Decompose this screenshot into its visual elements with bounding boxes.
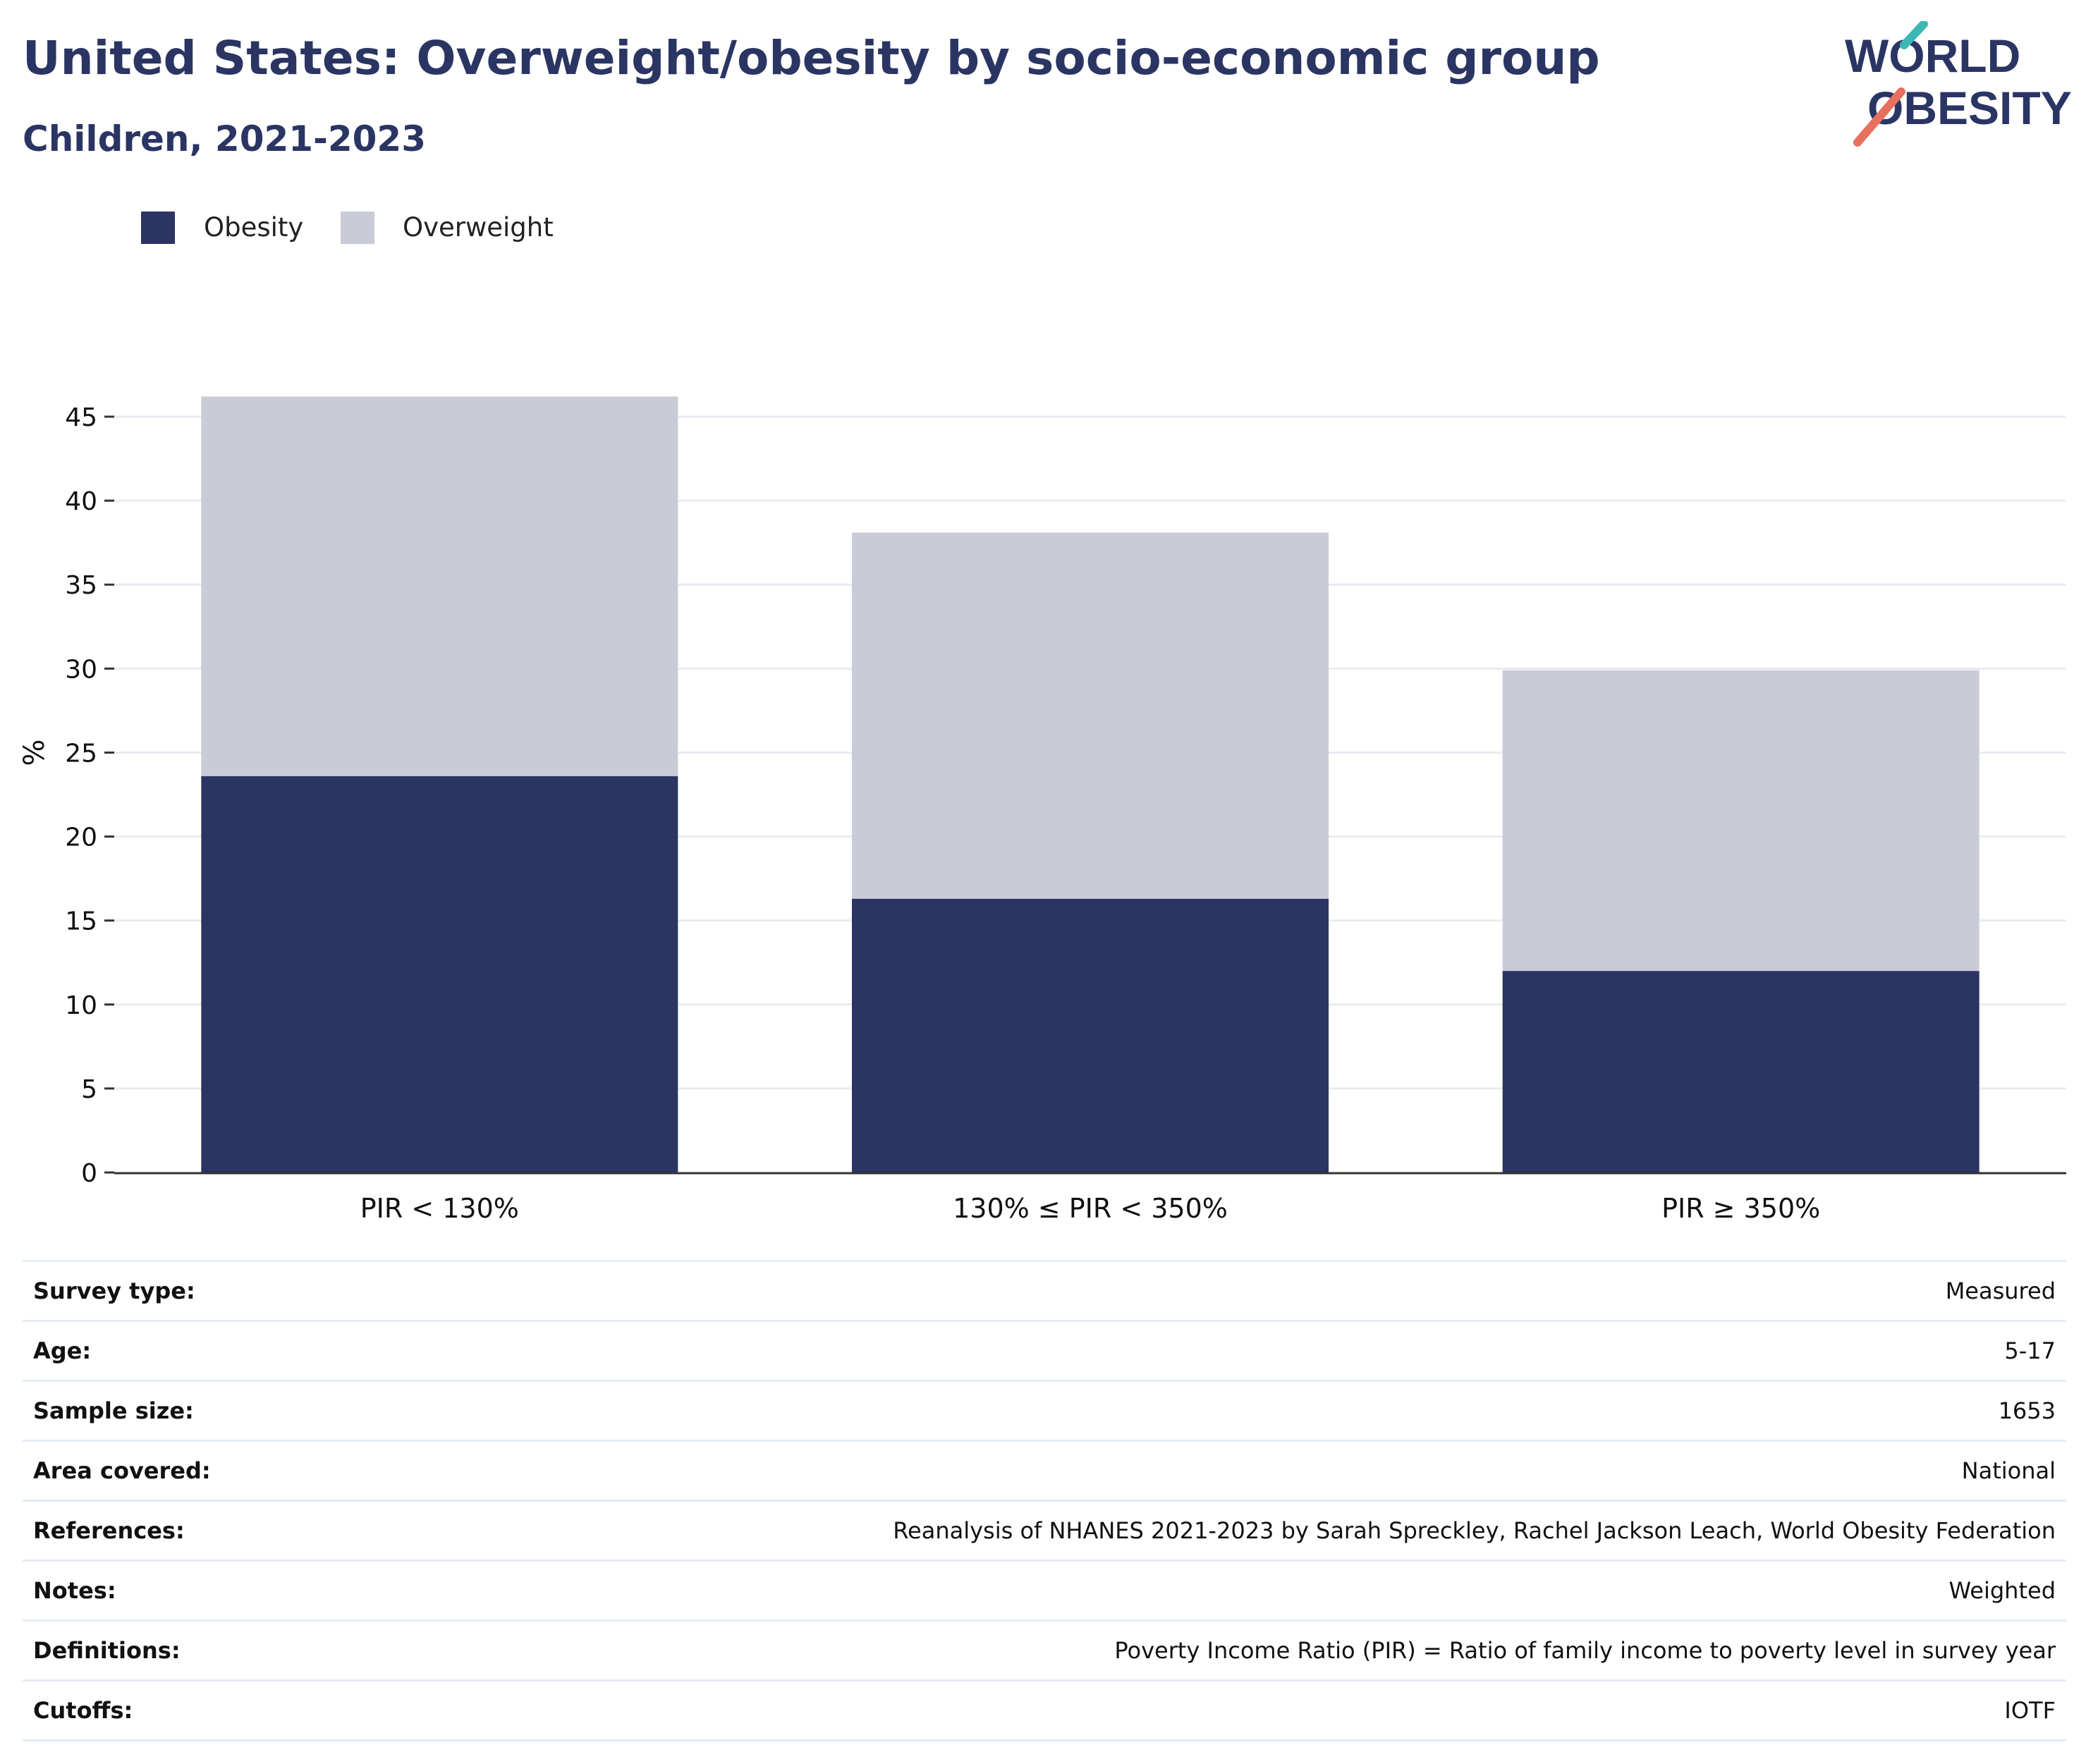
y-tick-label: 45: [65, 403, 97, 432]
bar-obesity-2: [852, 898, 1329, 1172]
y-tick-label: 30: [65, 655, 97, 684]
y-axis-label: %: [18, 739, 51, 766]
info-row: Cutoffs: IOTF: [23, 1680, 2066, 1741]
y-tick-label: 5: [81, 1075, 97, 1104]
y-tick-label: 25: [65, 739, 97, 768]
x-tick-label: PIR ≥ 350%: [1661, 1193, 1820, 1224]
y-axis-ticks: 0 5 10 15 20 25 30 35 40 45: [65, 403, 114, 1188]
bar-overweight-3: [1502, 670, 1980, 972]
stacked-bar-chart: 0 5 10 15 20 25 30 35 40 45 PIR < 130% 130% ≤ PIR …: [18, 396, 2066, 1224]
info-key: Sample size:: [23, 1380, 317, 1442]
info-row: Sample size: 1653: [23, 1380, 2066, 1442]
bar-obesity-1: [201, 776, 678, 1172]
survey-info-table: Survey type: Measured Age: 5-17 Sample size:…: [23, 1260, 2066, 1741]
info-row: Age: 5-17: [23, 1321, 2066, 1382]
x-tick-label: 130% ≤ PIR < 350%: [953, 1193, 1228, 1224]
bar-overweight-1: [201, 396, 678, 776]
info-value: Weighted: [316, 1560, 2066, 1622]
info-value: IOTF: [316, 1680, 2066, 1741]
info-row: Notes: Weighted: [23, 1560, 2066, 1622]
world-obesity-logo: WORLD OBESITY: [1845, 21, 2072, 147]
logo-coral-stroke: [1853, 87, 1905, 147]
info-value: Reanalysis of NHANES 2021-2023 by Sarah …: [316, 1500, 2066, 1562]
bars: [201, 396, 1980, 1172]
info-key: Notes:: [23, 1560, 317, 1622]
legend-swatch-overweight: [341, 212, 374, 244]
info-value: 5-17: [316, 1321, 2066, 1382]
y-tick-label: 40: [65, 487, 97, 516]
info-key: Age:: [23, 1321, 317, 1382]
info-key: References:: [23, 1500, 317, 1562]
chart-subtitle: Children, 2021-2023: [23, 118, 426, 159]
bar-overweight-2: [852, 532, 1329, 899]
legend-label-overweight: Overweight: [403, 212, 554, 243]
legend-swatch-obesity: [141, 212, 175, 244]
info-key: Survey type:: [23, 1260, 317, 1322]
info-row: References: Reanalysis of NHANES 2021-202…: [23, 1500, 2066, 1562]
info-key: Area covered:: [23, 1440, 317, 1502]
info-key: Cutoffs:: [23, 1680, 317, 1741]
info-row: Survey type: Measured: [23, 1260, 2066, 1322]
info-key: Definitions:: [23, 1620, 317, 1682]
legend-label-obesity: Obesity: [204, 212, 304, 243]
y-tick-label: 20: [65, 823, 97, 852]
y-tick-label: 0: [81, 1159, 97, 1188]
info-row: Definitions: Poverty Income Ratio (PIR) =…: [23, 1620, 2066, 1682]
info-row: Area covered: National: [23, 1440, 2066, 1502]
x-axis-labels: PIR < 130% 130% ≤ PIR < 350% PIR ≥ 350%: [360, 1193, 1821, 1224]
info-value: Measured: [316, 1260, 2066, 1322]
y-tick-label: 15: [65, 907, 97, 936]
y-tick-label: 35: [65, 571, 97, 600]
logo-line1: WORLD: [1845, 30, 2020, 82]
x-tick-label: PIR < 130%: [360, 1193, 519, 1224]
logo-teal-stroke: [1900, 21, 1928, 49]
info-value: Poverty Income Ratio (PIR) = Ratio of fa…: [316, 1620, 2066, 1682]
chart-title: United States: Overweight/obesity by soc…: [23, 31, 1600, 85]
info-value: 1653: [316, 1380, 2066, 1442]
info-value: National: [316, 1440, 2066, 1502]
y-tick-label: 10: [65, 991, 97, 1020]
bar-obesity-3: [1502, 971, 1980, 1172]
